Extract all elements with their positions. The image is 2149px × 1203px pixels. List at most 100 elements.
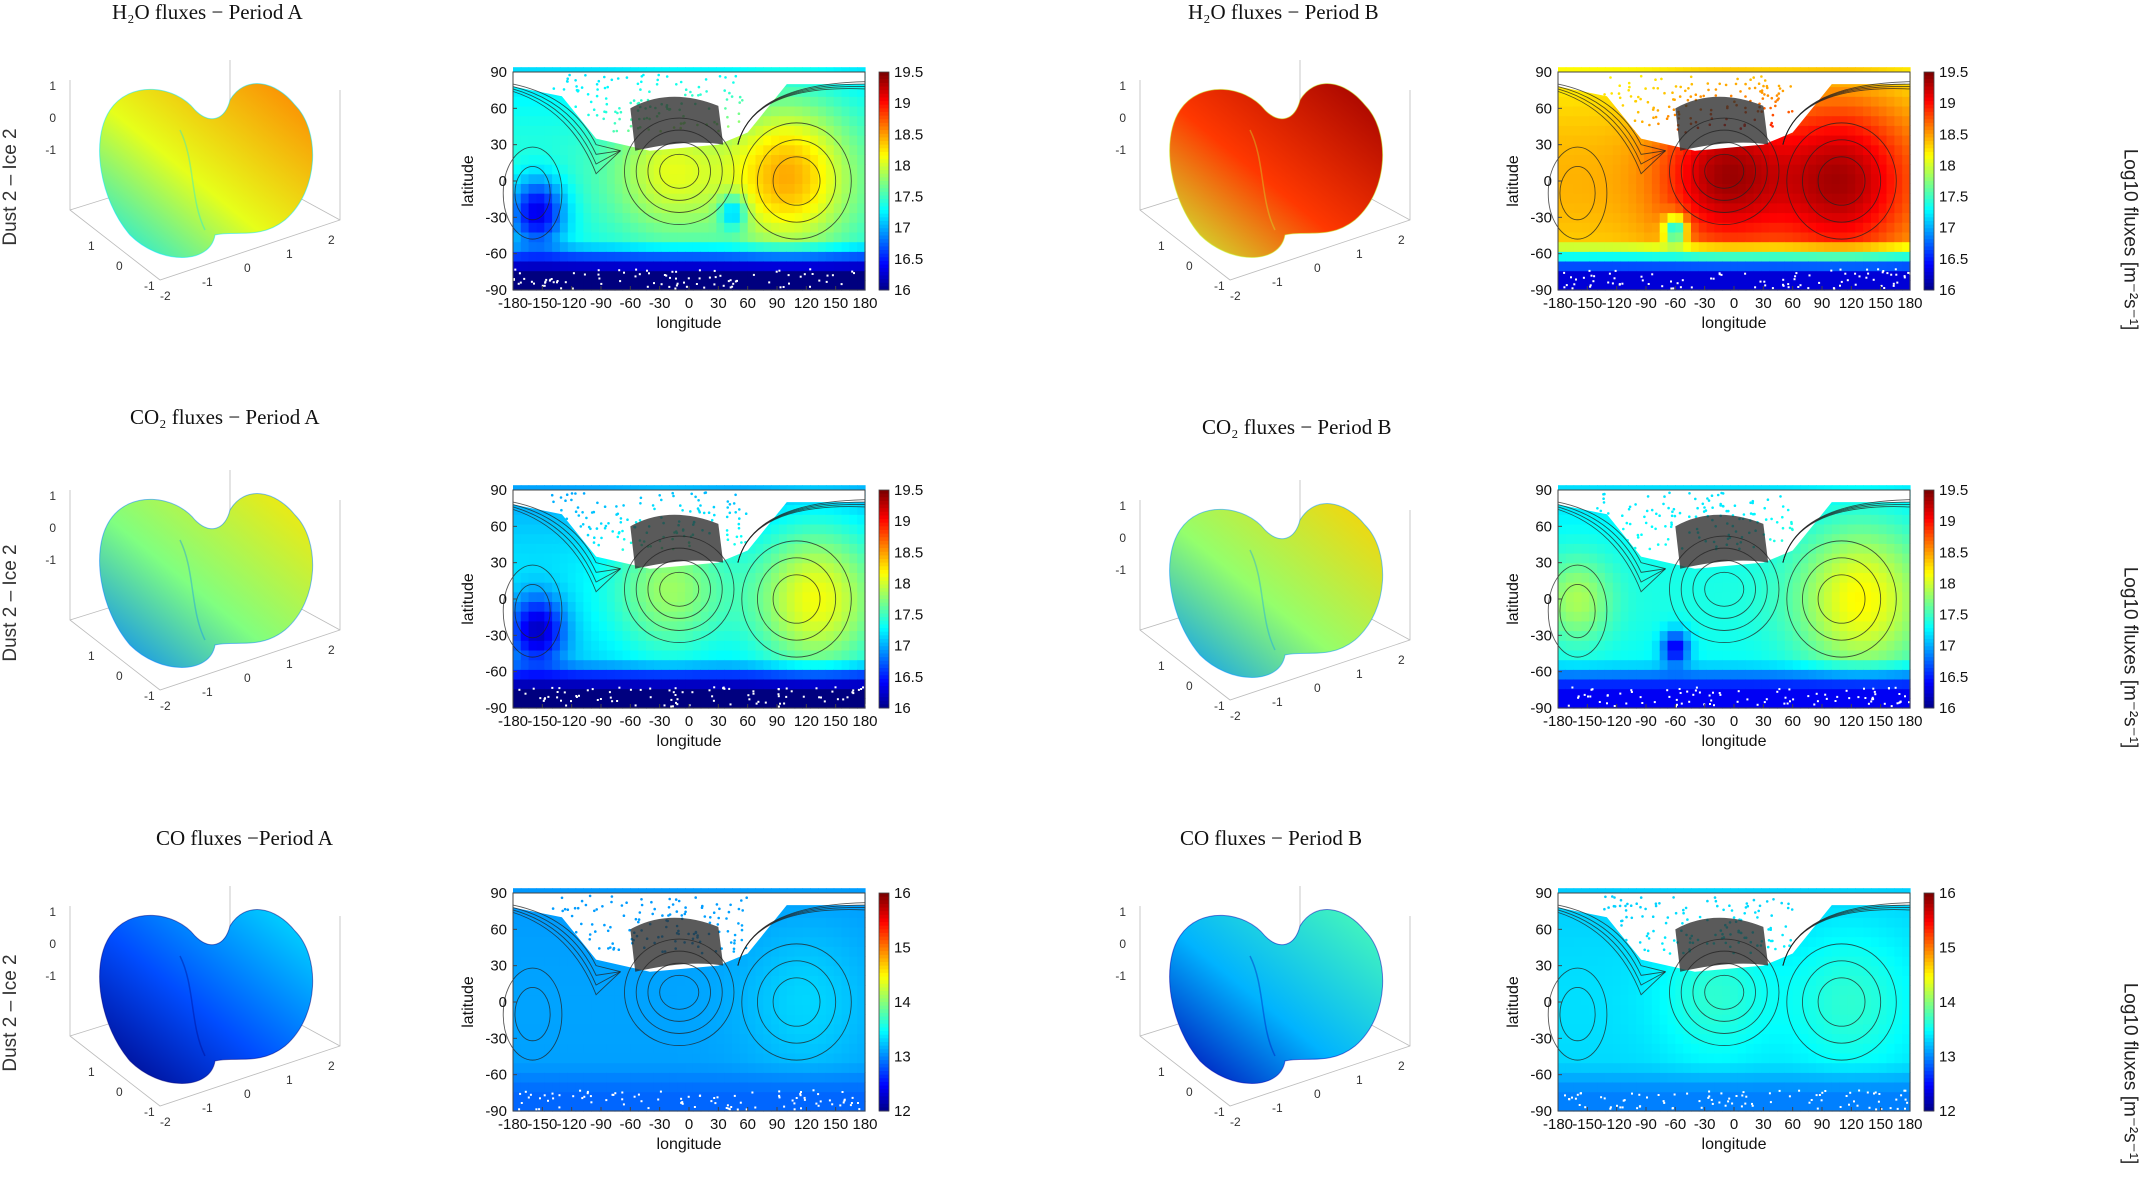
heatmap-cell (756, 174, 764, 184)
comet-body (1170, 910, 1383, 1084)
heatmap-cell (638, 213, 646, 223)
heatmap-cell (1691, 242, 1699, 252)
heatmap-cell (1582, 660, 1590, 670)
heatmap-cell (771, 203, 779, 213)
heatmap-cell (662, 650, 670, 660)
heatmap-cell (857, 174, 865, 184)
heatmap-cell (779, 106, 787, 116)
heatmap-cell (1597, 251, 1605, 261)
heatmap-cell (607, 261, 615, 271)
heatmap-cell (1613, 242, 1621, 252)
scatter-dot (705, 491, 708, 494)
heatmap-cell (529, 193, 537, 203)
heatmap-cell (849, 698, 857, 708)
heatmap-cell (771, 251, 779, 261)
heatmap-cell (607, 164, 615, 174)
colorbar-segment (879, 566, 889, 570)
heatmap-cell (537, 592, 545, 602)
heatmap-cell (693, 232, 701, 242)
heatmap-cell (1597, 271, 1605, 281)
heatmap-cell (748, 611, 756, 621)
x-tick-label: 0 (685, 295, 693, 312)
heatmap-cell (818, 125, 826, 135)
heatmap-cell (591, 631, 599, 641)
heatmap-cell (1628, 183, 1636, 193)
heatmap-cell (1660, 183, 1668, 193)
scatter-dot (1609, 76, 1612, 79)
colorbar-segment (1924, 268, 1934, 272)
speckle (1840, 269, 1842, 271)
heatmap-cell (615, 660, 623, 670)
heatmap-cell (701, 689, 709, 699)
heatmap-cell (552, 125, 560, 135)
heatmap-cell (1769, 631, 1777, 641)
heatmap-cell (826, 543, 834, 553)
y-tick-label: 1 (88, 1065, 95, 1079)
speckle (1877, 268, 1879, 270)
heatmap-cell (1879, 251, 1887, 261)
heatmap-cell (1855, 116, 1863, 126)
heatmap-cell (1683, 174, 1691, 184)
heatmap-cell (716, 611, 724, 621)
heatmap-cell (560, 271, 568, 281)
scatter-dot (1671, 91, 1674, 94)
heatmap-cell (748, 193, 756, 203)
heatmap-cell (568, 572, 576, 582)
scatter-dot (711, 519, 714, 522)
colorbar-segment (1924, 97, 1934, 101)
heatmap-cell (1879, 96, 1887, 106)
heatmap-cell (521, 534, 529, 544)
heatmap-cell (583, 631, 591, 641)
title-co-period-a: CO fluxes −Period A (156, 826, 333, 851)
speckle (827, 275, 829, 277)
heatmap-cell (568, 601, 576, 611)
heatmap-cell (1722, 222, 1730, 232)
heatmap-cell (1621, 611, 1629, 621)
heatmap-cell (677, 592, 685, 602)
speckle (753, 274, 755, 276)
heatmap-cell (771, 116, 779, 126)
heatmap-cell (1628, 611, 1636, 621)
colorbar-segment (879, 127, 889, 131)
heatmap-cell (591, 280, 599, 290)
heatmap-cell (740, 280, 748, 290)
heatmap-cell (1605, 154, 1613, 164)
heatmap-cell (1761, 242, 1769, 252)
heatmap-cell (1566, 698, 1574, 708)
heatmap-cell (1793, 174, 1801, 184)
heatmap-cell (599, 183, 607, 193)
colorbar-segment (879, 654, 889, 658)
heatmap-cell (849, 650, 857, 660)
heatmap-cell (787, 154, 795, 164)
heatmap-cell (599, 213, 607, 223)
heatmap-cell (1597, 543, 1605, 553)
heatmap-cell (677, 621, 685, 631)
scatter-dot (703, 512, 706, 515)
speckle (1818, 282, 1820, 284)
colorbar-segment (879, 584, 889, 588)
heatmap-cell (857, 154, 865, 164)
heatmap-cell (544, 116, 552, 126)
scatter-dot (1668, 106, 1671, 109)
colorbar-segment (879, 210, 889, 214)
heatmap-cell (1628, 174, 1636, 184)
heatmap-cell (1840, 251, 1848, 261)
colorbar-segment (879, 545, 889, 549)
heatmap-cell (1808, 164, 1816, 174)
scatter-dot (656, 79, 659, 82)
heatmap-cell (1840, 174, 1848, 184)
heatmap-cell (1558, 572, 1566, 582)
heatmap-cell (771, 222, 779, 232)
heatmap-cell (1589, 232, 1597, 242)
speckle (1710, 278, 1712, 280)
heatmap-cell (1699, 689, 1707, 699)
heatmap-cell (826, 232, 834, 242)
colorbar-segment (879, 243, 889, 247)
heatmap-cell (740, 698, 748, 708)
heatmap-cell (1840, 213, 1848, 223)
heatmap-cell (693, 183, 701, 193)
heatmap-cell (771, 135, 779, 145)
x-tick-label: 180 (852, 295, 877, 312)
heatmap-cell (1714, 280, 1722, 290)
colorbar-segment (1924, 203, 1934, 207)
